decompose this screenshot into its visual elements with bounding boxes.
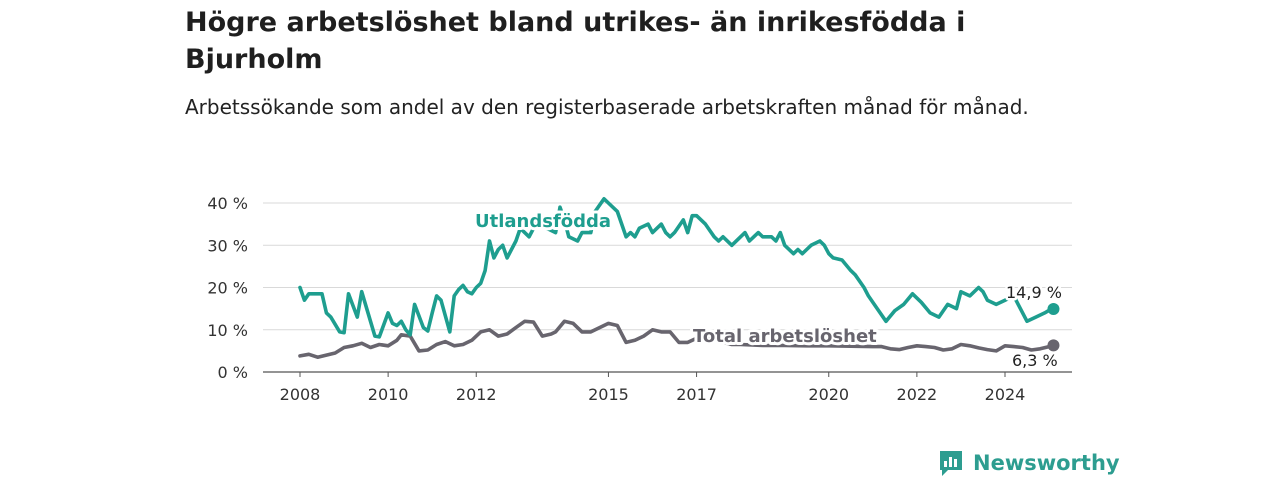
x-tick-label: 2012 (456, 385, 497, 404)
series-lines (298, 197, 1060, 360)
series-name-label-total-arbetsloshet: Total arbetslöshet (693, 326, 877, 347)
newsworthy-logo-icon (940, 451, 962, 476)
x-tick-label: 2020 (808, 385, 849, 404)
y-tick-label: 10 % (207, 321, 248, 340)
series-labels: Utlandsfödda Total arbetslöshet 14,9 % 6,3 … (472, 208, 1064, 373)
series-line-utlandsfodda (298, 197, 1056, 339)
y-tick-label: 0 % (218, 363, 248, 382)
y-tick-label: 30 % (207, 236, 248, 255)
brand-name: Newsworthy (973, 451, 1120, 475)
x-tick-label: 2015 (588, 385, 629, 404)
series-end-point-utlandsfodda (1047, 303, 1060, 316)
gridlines (263, 202, 1072, 373)
x-tick-label: 2010 (368, 385, 409, 404)
x-axis-ticks: 2008 2010 2012 2015 2017 2020 2022 2024 (280, 372, 1026, 404)
x-tick-label: 2022 (897, 385, 938, 404)
series-end-point-total-arbetsloshet (1047, 339, 1060, 352)
x-tick-label: 2008 (280, 385, 321, 404)
y-axis-ticks: 0 % 10 % 20 % 30 % 40 % (207, 194, 248, 382)
chart-subtitle: Arbetssökande som andel av den registerb… (185, 95, 1029, 119)
x-tick-label: 2024 (985, 385, 1026, 404)
end-value-label-utlandsfodda: 14,9 % (1006, 283, 1062, 302)
y-tick-label: 20 % (207, 279, 248, 298)
brand-logo: Newsworthy (938, 448, 1120, 478)
end-value-label-total-arbetsloshet: 6,3 % (1012, 351, 1058, 370)
series-name-label-utlandsfodda: Utlandsfödda (475, 211, 611, 232)
chart-title: Högre arbetslöshet bland utrikes- än inr… (185, 7, 966, 75)
y-tick-label: 40 % (207, 194, 248, 213)
x-tick-label: 2017 (676, 385, 717, 404)
